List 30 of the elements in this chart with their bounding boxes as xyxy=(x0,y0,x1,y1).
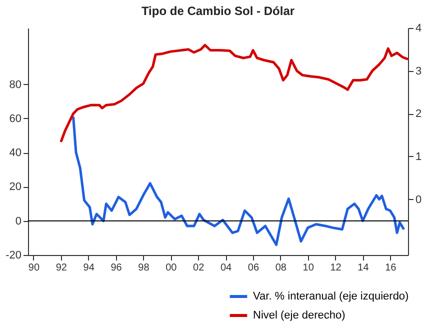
x-tick-label: 92 xyxy=(56,262,68,274)
chart-title: Tipo de Cambio Sol - Dólar xyxy=(141,4,295,18)
x-tick-label: 02 xyxy=(193,262,205,274)
y2-tick-label: 4 xyxy=(416,22,422,34)
y2-tick-label: 3 xyxy=(416,65,422,78)
x-tick-label: 96 xyxy=(110,262,122,274)
x-tick-label: 06 xyxy=(248,262,260,274)
y-tick-label: 40 xyxy=(9,147,22,160)
x-tick-label: 98 xyxy=(138,262,150,274)
x-tick-label: 90 xyxy=(28,262,40,274)
line-series xyxy=(60,44,410,144)
legend-label: Var. % interanual (eje izquierdo) xyxy=(253,290,409,302)
y-tick-label: -20 xyxy=(6,250,22,262)
y2-tick-label: 1 xyxy=(416,150,422,163)
y-tick-label: 80 xyxy=(9,78,22,91)
y-tick-label: 20 xyxy=(9,181,22,194)
x-tick-label: 12 xyxy=(330,262,342,274)
y2-tick-label: 0 xyxy=(416,194,422,206)
y-tick-label: 60 xyxy=(9,112,22,125)
y-tick-label: 0 xyxy=(15,215,22,228)
x-tick-label: 00 xyxy=(166,262,178,274)
x-tick-label: 94 xyxy=(83,262,95,274)
x-tick-label: 10 xyxy=(302,262,314,274)
x-tick-label: 14 xyxy=(358,262,370,274)
line-series xyxy=(72,116,406,246)
y2-tick-label: 2 xyxy=(416,108,422,120)
legend-label: Nivel (eje derecho) xyxy=(253,310,346,322)
x-tick-label: 04 xyxy=(220,262,232,274)
x-tick-label: 08 xyxy=(275,262,287,274)
x-tick-label: 16 xyxy=(385,262,397,274)
